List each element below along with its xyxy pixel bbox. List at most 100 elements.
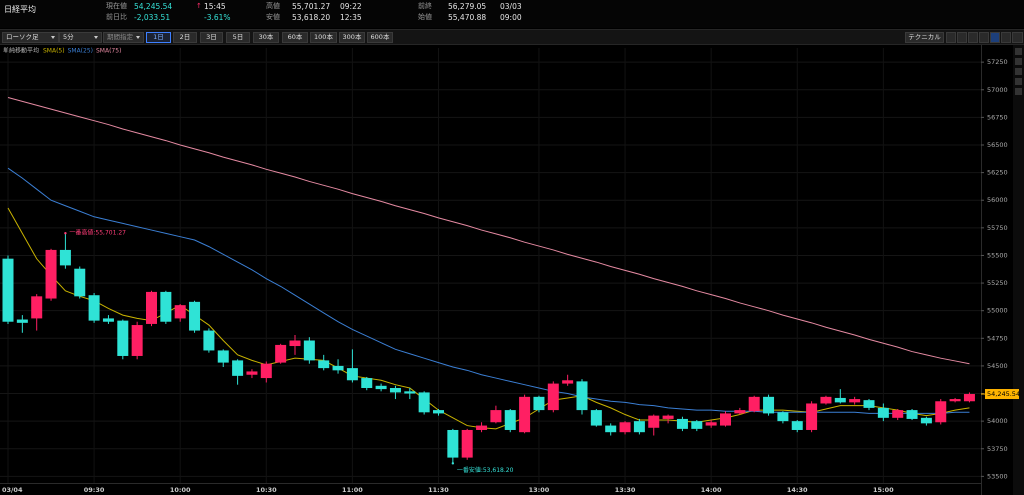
candle-body bbox=[246, 371, 258, 375]
candle-body bbox=[117, 320, 129, 356]
chart-type-select[interactable]: ローソク足 bbox=[2, 32, 59, 43]
y-tick-label: 54750 bbox=[987, 334, 1008, 342]
range-button[interactable]: 3日 bbox=[200, 32, 223, 43]
candle-body bbox=[375, 385, 387, 390]
candles bbox=[2, 233, 975, 464]
candle-body bbox=[935, 401, 947, 423]
candle-body bbox=[906, 410, 918, 419]
candle-body bbox=[777, 412, 789, 422]
candle-body bbox=[605, 425, 617, 433]
candle-body bbox=[16, 319, 28, 323]
y-tick-label: 57000 bbox=[987, 86, 1008, 94]
side-icon[interactable] bbox=[1015, 78, 1022, 85]
candle-body bbox=[504, 410, 516, 430]
candle-body bbox=[705, 422, 717, 426]
side-icon[interactable] bbox=[1015, 68, 1022, 75]
quote-value: -2,033.51 bbox=[134, 13, 171, 22]
y-tick-label: 54500 bbox=[987, 362, 1008, 370]
x-tick-label: 14:30 bbox=[787, 486, 808, 494]
x-tick-label: 13:00 bbox=[529, 486, 550, 494]
quote-time: 09:00 bbox=[500, 13, 522, 22]
x-tick-label: 14:00 bbox=[701, 486, 722, 494]
side-icon[interactable] bbox=[1015, 58, 1022, 65]
last-price-box bbox=[985, 389, 1019, 400]
legend-title: 単純移動平均 bbox=[3, 47, 39, 55]
y-tick-label: 56750 bbox=[987, 113, 1008, 121]
annotation-point bbox=[64, 232, 67, 235]
x-tick-label: 10:30 bbox=[256, 486, 277, 494]
candle-body bbox=[74, 268, 86, 297]
range-button[interactable]: 600本 bbox=[367, 32, 393, 43]
x-tick-label: 11:00 bbox=[342, 486, 363, 494]
quote-value: 53,618.20 bbox=[292, 13, 331, 22]
candle-body bbox=[131, 325, 143, 356]
candle-body bbox=[346, 368, 358, 381]
candle-body bbox=[189, 301, 201, 331]
period-select[interactable]: 期間指定 bbox=[103, 32, 144, 43]
candle-body bbox=[834, 397, 846, 403]
tool-icon[interactable] bbox=[1001, 32, 1011, 43]
quote-time: 09:22 bbox=[340, 2, 362, 11]
range-button[interactable]: 5日 bbox=[226, 32, 250, 43]
interval-select[interactable]: 5分 bbox=[59, 32, 102, 43]
index-title: 日経平均 bbox=[4, 5, 36, 14]
candle-body bbox=[806, 403, 818, 430]
candle-body bbox=[31, 296, 43, 319]
range-button[interactable]: 60本 bbox=[282, 32, 308, 43]
tool-icon[interactable] bbox=[1012, 32, 1023, 43]
x-tick-label: 11:30 bbox=[428, 486, 449, 494]
candle-body bbox=[763, 396, 775, 414]
tool-icon[interactable] bbox=[979, 32, 989, 43]
candle-body bbox=[662, 415, 674, 419]
x-tick-label: 15:00 bbox=[873, 486, 894, 494]
quote-label: 前日比 bbox=[106, 13, 127, 21]
y-tick-label: 55750 bbox=[987, 224, 1008, 232]
technical-button[interactable]: テクニカル bbox=[905, 32, 944, 43]
candle-body bbox=[217, 350, 229, 363]
candle-body bbox=[59, 249, 71, 266]
tool-icon[interactable] bbox=[990, 32, 1000, 43]
x-tick-label: 10:00 bbox=[170, 486, 191, 494]
y-tick-label: 56250 bbox=[987, 169, 1008, 177]
last-price-label: 54,245.54 bbox=[987, 390, 1020, 398]
candle-body bbox=[275, 344, 287, 363]
candle-body bbox=[519, 396, 531, 433]
candle-body bbox=[820, 396, 832, 404]
candle-body bbox=[748, 396, 760, 412]
range-button[interactable]: 2日 bbox=[173, 32, 197, 43]
x-tick-label: 03/04 bbox=[2, 486, 23, 494]
y-tick-label: 55000 bbox=[987, 307, 1008, 315]
candle-body bbox=[633, 421, 645, 433]
candle-body bbox=[174, 305, 186, 319]
candle-body bbox=[102, 318, 114, 322]
candle-body bbox=[160, 291, 172, 322]
side-panel bbox=[1013, 45, 1024, 495]
candle-body bbox=[404, 391, 416, 394]
side-icon[interactable] bbox=[1015, 88, 1022, 95]
x-tick-label: 09:30 bbox=[84, 486, 105, 494]
candle-body bbox=[892, 410, 904, 418]
quote-label: 始値 bbox=[418, 13, 432, 21]
side-icon[interactable] bbox=[1015, 48, 1022, 55]
y-tick-label: 53500 bbox=[987, 472, 1008, 480]
tool-icon[interactable] bbox=[968, 32, 978, 43]
range-button[interactable]: 300本 bbox=[339, 32, 365, 43]
range-button[interactable]: 30本 bbox=[253, 32, 279, 43]
y-tick-label: 55250 bbox=[987, 279, 1008, 287]
candle-body bbox=[332, 365, 344, 371]
y-tick-label: 56500 bbox=[987, 141, 1008, 149]
range-button[interactable]: 100本 bbox=[310, 32, 337, 43]
legend-entry: SMA(25) bbox=[68, 48, 93, 55]
candle-body bbox=[963, 394, 975, 402]
annotation: 一番安値:53,618.20 bbox=[457, 466, 514, 474]
range-button[interactable]: 1日 bbox=[146, 32, 171, 43]
tool-icon[interactable] bbox=[957, 32, 967, 43]
candle-body bbox=[203, 330, 215, 351]
tool-icon[interactable] bbox=[946, 32, 956, 43]
candle-body bbox=[389, 388, 401, 393]
sma-line bbox=[7, 97, 970, 365]
y-tick-label: 53750 bbox=[987, 445, 1008, 453]
candle-body bbox=[920, 417, 932, 424]
